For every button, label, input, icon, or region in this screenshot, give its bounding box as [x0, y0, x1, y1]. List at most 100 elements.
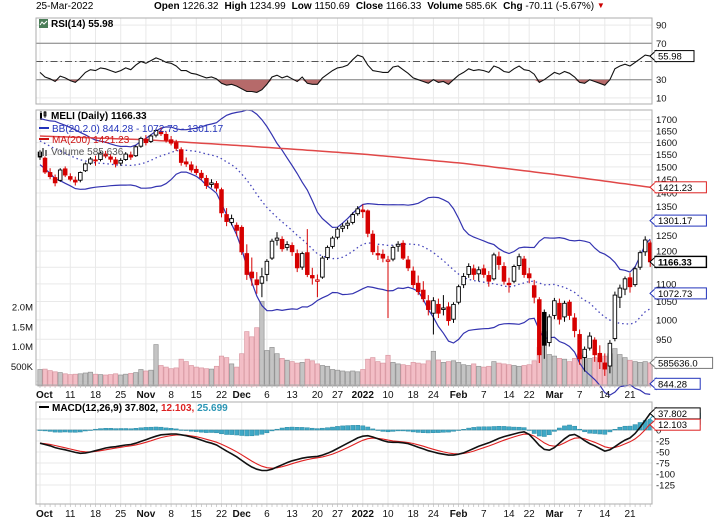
- macd-histogram-bar: [526, 429, 532, 431]
- rsi-legend-text: RSI(14) 55.98: [51, 19, 114, 30]
- macd-histogram-bar: [451, 429, 456, 432]
- macd-histogram-bar: [108, 428, 113, 431]
- macd-histogram-bar: [264, 429, 270, 434]
- macd-histogram-bar: [511, 426, 517, 431]
- macd-histogram-bar: [355, 425, 361, 431]
- macd-histogram-bar: [410, 429, 416, 433]
- macd-histogram-bar: [557, 427, 562, 431]
- macd-histogram-bar: [239, 429, 245, 436]
- axis-value-badge: 1301.17: [649, 213, 707, 228]
- x-axis-label-macd: 22: [216, 509, 228, 520]
- x-axis-label-macd: 6: [264, 509, 270, 520]
- axis-tick-label: 1050: [656, 297, 677, 308]
- volume-axis-label: 500K: [11, 362, 34, 373]
- x-axis-label: 24: [428, 390, 440, 401]
- x-axis-label-macd: 20: [312, 509, 324, 520]
- macd-legend-main: MACD(12,26,9) 37.802,: [52, 403, 159, 414]
- macd-histogram-bar: [577, 428, 582, 431]
- x-axis-label: Feb: [450, 390, 468, 401]
- macd-histogram-bar: [37, 429, 43, 431]
- axis-value-badge: 55.98: [649, 49, 695, 63]
- macd-histogram-bar: [269, 429, 275, 432]
- macd-histogram-bar: [325, 427, 330, 431]
- macd-legend-signal: 12.103,: [160, 403, 195, 414]
- open-value: 1226.32: [182, 1, 219, 12]
- macd-histogram-bar: [224, 429, 229, 435]
- axis-value-badge: 844.28: [649, 377, 701, 391]
- axis-tick-label: 1500: [656, 162, 677, 173]
- rsi-legend: RSI(14) 55.98: [39, 19, 113, 32]
- quote-date: 25-Mar-2022: [36, 1, 94, 12]
- macd-histogram-bar: [143, 427, 149, 431]
- axis-tick-label: 1100: [656, 279, 676, 290]
- x-axis-label: 7: [481, 390, 487, 401]
- x-axis-label-macd: 21: [624, 509, 636, 520]
- macd-histogram-bar: [476, 426, 482, 431]
- macd-histogram-bar: [582, 429, 587, 433]
- macd-histogram-bar: [405, 429, 411, 432]
- macd-histogram-bar: [188, 429, 194, 432]
- x-axis-label: 27: [332, 390, 344, 401]
- macd-histogram-bar: [72, 429, 78, 433]
- macd-histogram-bar: [496, 426, 502, 431]
- macd-histogram-bar: [199, 429, 204, 433]
- macd-histogram-bar: [209, 429, 214, 433]
- macd-histogram-bar: [153, 426, 159, 431]
- macd-histogram-bar: [204, 429, 209, 433]
- macd-histogram-bar: [345, 425, 350, 431]
- macd-histogram-bar: [501, 426, 507, 431]
- macd-histogram-bar: [486, 426, 492, 431]
- macd-histogram-bar: [178, 429, 184, 431]
- macd-histogram-bar: [456, 429, 461, 431]
- x-axis-label-macd: 25: [115, 509, 127, 520]
- macd-histogram-bar: [42, 429, 48, 432]
- svg-text:1301.17: 1301.17: [658, 216, 692, 227]
- high-value: 1234.99: [249, 1, 286, 12]
- close-value: 1166.33: [385, 1, 422, 12]
- macd-histogram-bar: [441, 429, 446, 433]
- x-axis-label-macd: 2022: [352, 509, 375, 520]
- x-axis-label: 14: [503, 390, 515, 401]
- ma-legend: MA(200) 1421.23: [52, 135, 130, 146]
- svg-text:1421.23: 1421.23: [658, 183, 692, 194]
- volume-legend: Volume 585,636: [51, 146, 124, 158]
- axis-tick-label: 1400: [656, 189, 677, 200]
- volume-bars-icon: [39, 147, 48, 160]
- quote-header: 25-Mar-2022 Open 1226.32 High 1234.99 Low 1…: [36, 1, 605, 12]
- macd-histogram-bar: [52, 429, 58, 433]
- x-axis-label-macd: 24: [428, 509, 440, 520]
- chg-value: -70.11 (-5.67%): [525, 1, 595, 12]
- macd-histogram-bar: [259, 429, 265, 435]
- macd-histogram-bar: [138, 427, 144, 431]
- macd-histogram-bar: [309, 427, 315, 431]
- x-axis-label-macd: 14: [599, 509, 611, 520]
- macd-histogram-bar: [552, 429, 557, 432]
- x-axis-label-macd: 7: [577, 509, 583, 520]
- bb-legend: BB(20,2.0) 844.28 - 1072.73 - 1301.17: [52, 123, 224, 135]
- x-axis-label: 8: [168, 390, 174, 401]
- x-axis-label-macd: 18: [408, 509, 420, 520]
- macd-histogram-bar: [274, 428, 280, 431]
- macd-histogram-bar: [380, 429, 386, 432]
- svg-text:37.802: 37.802: [658, 409, 687, 420]
- rsi-line: [39, 54, 651, 93]
- macd-histogram-bar: [279, 427, 285, 431]
- svg-text:55.98: 55.98: [658, 52, 682, 63]
- axis-value-badge: 37.802: [649, 406, 701, 421]
- x-axis-label-macd: 8: [168, 509, 174, 520]
- axis-tick-label: -75: [656, 459, 670, 470]
- high-label: High: [224, 1, 247, 12]
- volume-axis-label: 1.5M: [12, 322, 33, 333]
- macd-histogram-bar: [370, 428, 376, 431]
- x-axis-label: 10: [382, 390, 394, 401]
- svg-text:585636.0: 585636.0: [658, 358, 698, 369]
- macd-histogram-bar: [93, 428, 98, 431]
- svg-text:12.103: 12.103: [658, 420, 687, 431]
- x-axis-label: Oct: [36, 390, 53, 401]
- macd-histogram-bar: [294, 427, 300, 431]
- rsi-oversold-fill: [40, 79, 651, 93]
- macd-histogram-bar: [118, 428, 124, 431]
- macd-histogram-bar: [415, 429, 421, 433]
